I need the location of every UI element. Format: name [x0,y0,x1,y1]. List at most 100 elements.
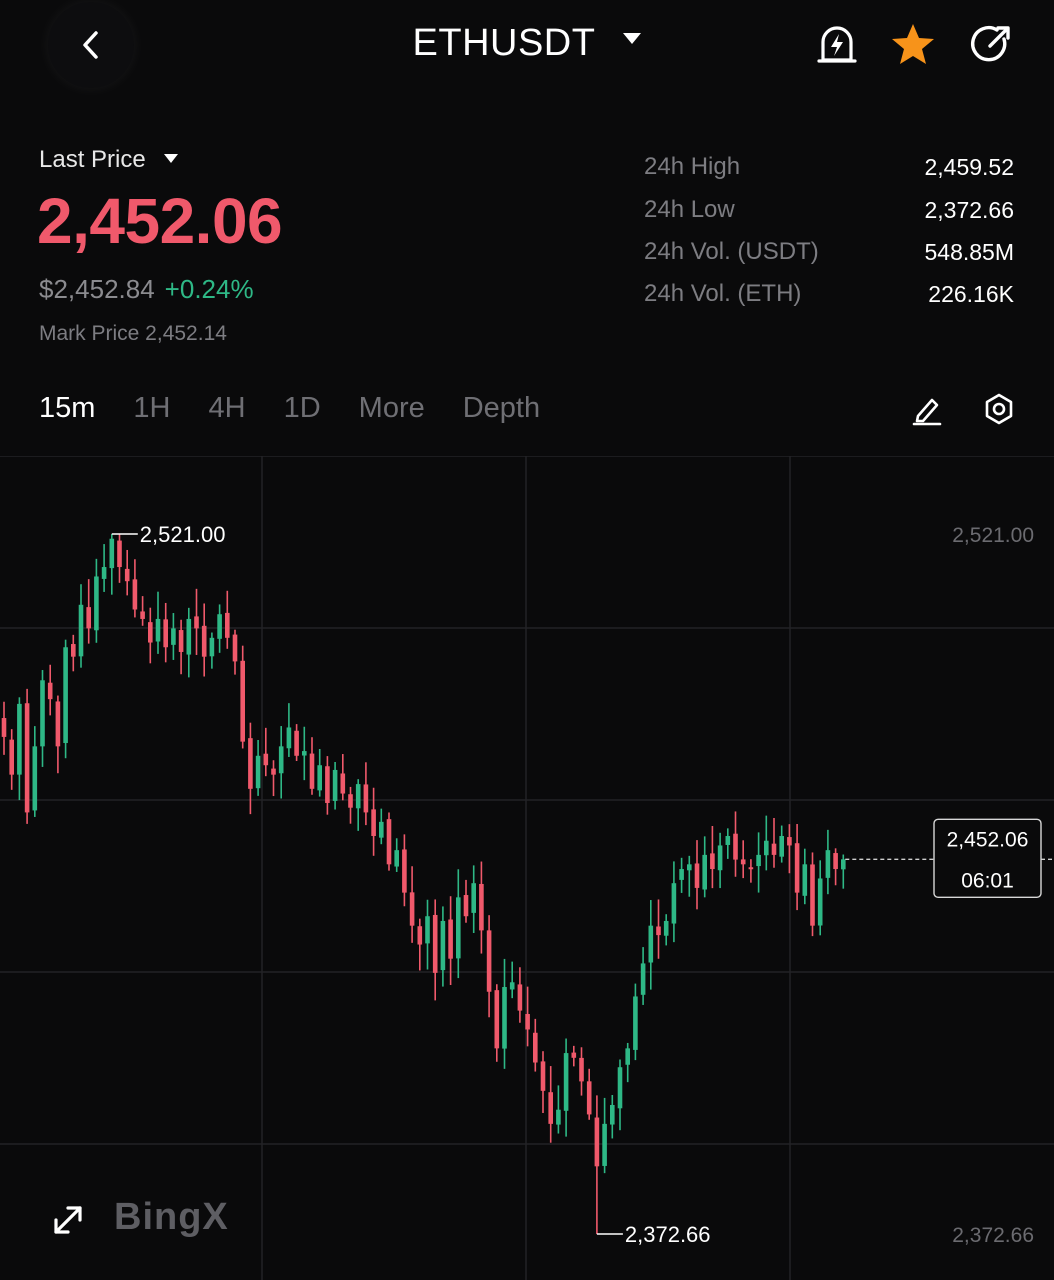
tab-more[interactable]: More [358,392,425,424]
pair-selector[interactable]: ETHUSDT [0,22,1054,65]
candle-body [248,738,253,789]
candle-body [494,990,500,1049]
candle-body [71,644,76,657]
stat-label-low: 24h Low [644,196,735,223]
candle-body [694,863,700,888]
last-price-value: 2,452.06 [37,185,283,257]
candlestick-chart[interactable]: 2,521.00 2,372.66 2,521.00 2,372.66 2,452.06… [0,456,1054,1280]
candle-body [740,859,746,865]
candle-body [217,614,222,639]
candle-body [24,703,30,813]
stat-value-high: 2,459.52 [924,154,1014,180]
candle-body [733,833,738,860]
tab-depth[interactable]: Depth [462,392,541,424]
candle-body [841,859,846,870]
share-icon[interactable] [968,22,1014,68]
candle-body [748,867,754,870]
candle-body [371,809,376,837]
candle-body [525,1013,530,1030]
candle-body [317,765,322,791]
draw-tool-icon[interactable] [910,392,944,426]
candle-body [586,1081,592,1115]
candle-body [194,616,199,629]
candle-body [756,854,761,867]
current-price-box [933,818,1042,899]
candle-body [148,622,153,643]
stat-value-low: 2,372.66 [924,197,1014,223]
tab-1h[interactable]: 1H [133,392,171,424]
fullscreen-icon[interactable] [50,1202,86,1238]
candle-body [764,840,769,856]
candle-body [548,1092,553,1124]
candle-body [132,579,138,610]
candle-body [240,660,245,742]
candle-body [779,836,784,857]
candle-body [78,604,84,657]
candle-body [86,607,91,629]
candle-body [448,919,453,959]
candle-body [355,784,361,809]
favorite-star-icon[interactable] [890,22,936,68]
mark-price: Mark Price 2,452.14 [39,322,227,345]
high-marker-label: 2,521.00 [140,522,226,547]
candle-body [517,984,523,1011]
candle-body [402,849,407,893]
candle-body [417,926,423,945]
chart-settings-icon[interactable] [982,392,1016,426]
candle-body [286,727,292,749]
candle-body [663,920,669,936]
candle-body [702,854,707,890]
candle-body [825,850,831,878]
candle-body [710,853,715,870]
candle-body [140,611,145,619]
candle-body [656,926,661,936]
stat-value-vol-eth: 226.16K [928,281,1014,307]
candle-body [648,925,654,963]
candle-body [502,987,507,1049]
last-price-label: Last Price [39,146,146,173]
candle-body [463,895,469,917]
candle-body [440,920,446,971]
candle-body [363,784,369,813]
candle-body [278,746,284,774]
tab-4h[interactable]: 4H [208,392,246,424]
candle-body [309,753,315,789]
candle-body [63,647,68,744]
tab-1d[interactable]: 1D [283,392,321,424]
candle-body [332,769,338,801]
candle-body [379,821,384,838]
usd-price-row: $2,452.84 +0.24% [39,274,254,305]
candle-body [456,897,461,959]
candle-body [602,1123,607,1166]
candle-body [509,982,515,990]
price-alert-icon[interactable] [814,22,860,68]
candle-body [787,837,792,846]
candle-body [178,630,184,652]
candle-body [640,963,646,995]
candle-body [124,568,130,582]
candle-body [533,1032,538,1063]
candle-body [617,1067,623,1109]
candle-body [302,751,307,756]
last-price-selector[interactable]: Last Price [39,146,178,174]
candle-body [425,916,430,944]
candle-body [386,819,392,865]
candle-body [471,883,476,913]
countdown-label: 06:01 [961,869,1014,892]
candle-body [348,794,353,808]
candle-body [201,625,207,657]
candle-body [40,680,45,747]
stat-value-vol-usdt: 548.85M [924,239,1014,265]
chevron-down-icon [623,33,642,45]
candle-body [101,567,107,579]
candle-body [325,766,330,803]
tab-15m[interactable]: 15m [39,392,96,424]
candle-body [294,730,299,756]
back-button[interactable] [48,2,134,88]
candle-body [255,755,261,789]
candles [1,534,846,1234]
candle-body [610,1104,615,1125]
stat-label-high: 24h High [644,153,741,180]
candle-body [271,768,276,775]
candle-body [687,864,692,871]
